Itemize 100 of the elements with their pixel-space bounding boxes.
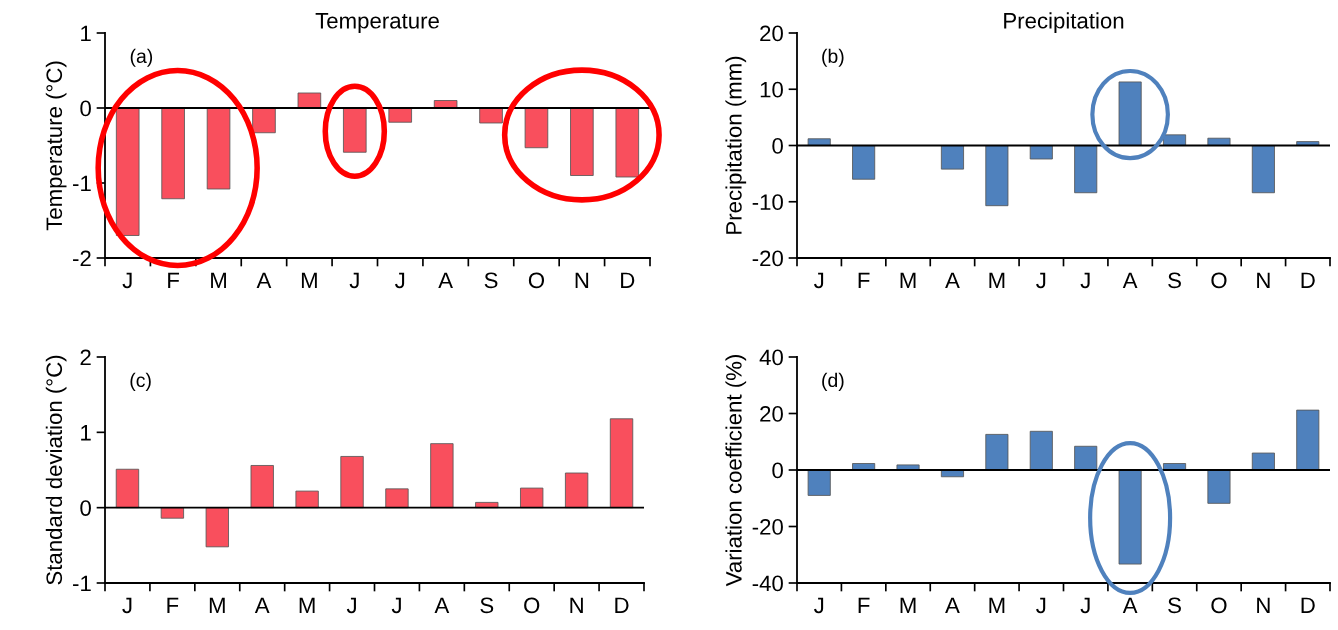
x-tick-label: J (814, 272, 824, 289)
x-tick-label: M (209, 597, 225, 613)
bar (1296, 409, 1320, 471)
bar (385, 488, 409, 509)
y-axis-title: Temperature (°C) (45, 61, 67, 231)
bar (1029, 145, 1053, 160)
annotation: (c) (130, 372, 151, 391)
y-tick-label: -1 (73, 175, 91, 192)
x-tick-label: D (621, 272, 635, 288)
bar (520, 487, 544, 509)
x-tick-label: S (1168, 272, 1181, 289)
x-tick-label: A (254, 597, 270, 613)
x-tick-label: F (858, 597, 870, 613)
bar (1251, 145, 1275, 194)
y-tick-label: -2 (73, 250, 91, 267)
y-tick-label: 20 (760, 406, 783, 422)
x-tick-label: A (945, 597, 960, 613)
bar (160, 507, 185, 519)
x-tick-label: M (989, 597, 1005, 613)
x-tick-label: A (256, 272, 272, 288)
x-tick-label: F (168, 272, 180, 288)
x-tick-label: O (524, 597, 540, 614)
y-tick-label: 0 (80, 100, 91, 117)
x-tick-label: J (391, 597, 401, 614)
x-tick-label: J (349, 272, 359, 289)
chart-title: Precipitation (1004, 12, 1124, 33)
bar (252, 107, 276, 134)
bar (609, 418, 634, 509)
x-tick-label: A (945, 272, 960, 288)
y-tick-label: 1 (81, 425, 91, 441)
x-tick-label: N (1257, 272, 1270, 288)
y-tick-label: 10 (760, 81, 783, 98)
x-tick-label: M (211, 272, 226, 288)
x-tick-label: M (900, 597, 916, 613)
y-tick-label: 40 (759, 349, 783, 366)
annotation: (a) (130, 48, 153, 67)
x-tick-label: F (858, 272, 870, 288)
x-tick-label: D (615, 597, 629, 613)
x-tick-label: J (814, 597, 824, 614)
x-tick-label: J (122, 597, 132, 614)
x-tick-label: D (1301, 272, 1315, 288)
bar (570, 107, 594, 176)
y-tick-label: 2 (80, 349, 91, 366)
bar (940, 145, 964, 170)
bar (115, 468, 140, 509)
y-tick-label: -1 (73, 575, 91, 592)
x-tick-label: S (1168, 597, 1181, 614)
x-tick-label: N (1257, 597, 1270, 613)
bar (852, 145, 876, 180)
y-axis-title: Standard deviation (°C) (45, 355, 67, 585)
x-tick-label: F (167, 597, 179, 613)
y-tick-label: -10 (752, 194, 783, 211)
y-axis-title: Variation coefficient (%) (725, 355, 747, 587)
bar (205, 507, 229, 548)
y-tick-label: 0 (772, 462, 783, 479)
bar (807, 469, 831, 496)
bar (161, 107, 185, 200)
bar (297, 92, 322, 109)
x-tick-label: J (395, 272, 405, 289)
annotation: (b) (822, 48, 844, 67)
bar (1251, 452, 1275, 471)
chart-title: Temperature (315, 13, 439, 33)
bar (1207, 469, 1231, 504)
bar (985, 145, 1009, 207)
y-tick-label: 1 (81, 25, 91, 42)
x-tick-label: J (1080, 272, 1090, 289)
x-tick-label: O (528, 272, 545, 289)
x-tick-label: D (1301, 597, 1315, 613)
bar (388, 107, 412, 123)
y-tick-label: 20 (760, 25, 783, 42)
x-tick-label: O (1211, 597, 1227, 614)
bar (340, 456, 364, 509)
x-tick-label: J (1080, 597, 1090, 614)
x-tick-label: A (1122, 597, 1138, 613)
x-tick-label: J (1036, 597, 1046, 614)
bar (430, 443, 454, 509)
x-tick-label: S (484, 272, 498, 289)
bar (115, 107, 140, 236)
bar (615, 107, 640, 178)
bar (524, 107, 549, 149)
y-axis-title: Precipitation (mm) (725, 56, 747, 234)
x-tick-label: N (575, 272, 589, 288)
bar (295, 490, 319, 509)
x-tick-label: M (989, 272, 1005, 288)
y-tick-label: 0 (772, 138, 783, 154)
x-tick-label: J (122, 272, 132, 289)
x-tick-label: S (480, 597, 494, 614)
bar (206, 107, 231, 190)
x-tick-label: M (900, 272, 916, 288)
y-tick-label: -20 (752, 250, 783, 267)
x-tick-label: M (301, 272, 317, 288)
bar (985, 433, 1009, 471)
x-tick-label: M (299, 597, 315, 613)
x-tick-label: O (1211, 272, 1227, 289)
bar (564, 472, 589, 509)
y-tick-label: -20 (752, 519, 783, 535)
x-tick-label: A (434, 597, 450, 613)
x-tick-label: N (570, 597, 583, 613)
bar (1029, 430, 1053, 471)
bar (1074, 145, 1098, 194)
